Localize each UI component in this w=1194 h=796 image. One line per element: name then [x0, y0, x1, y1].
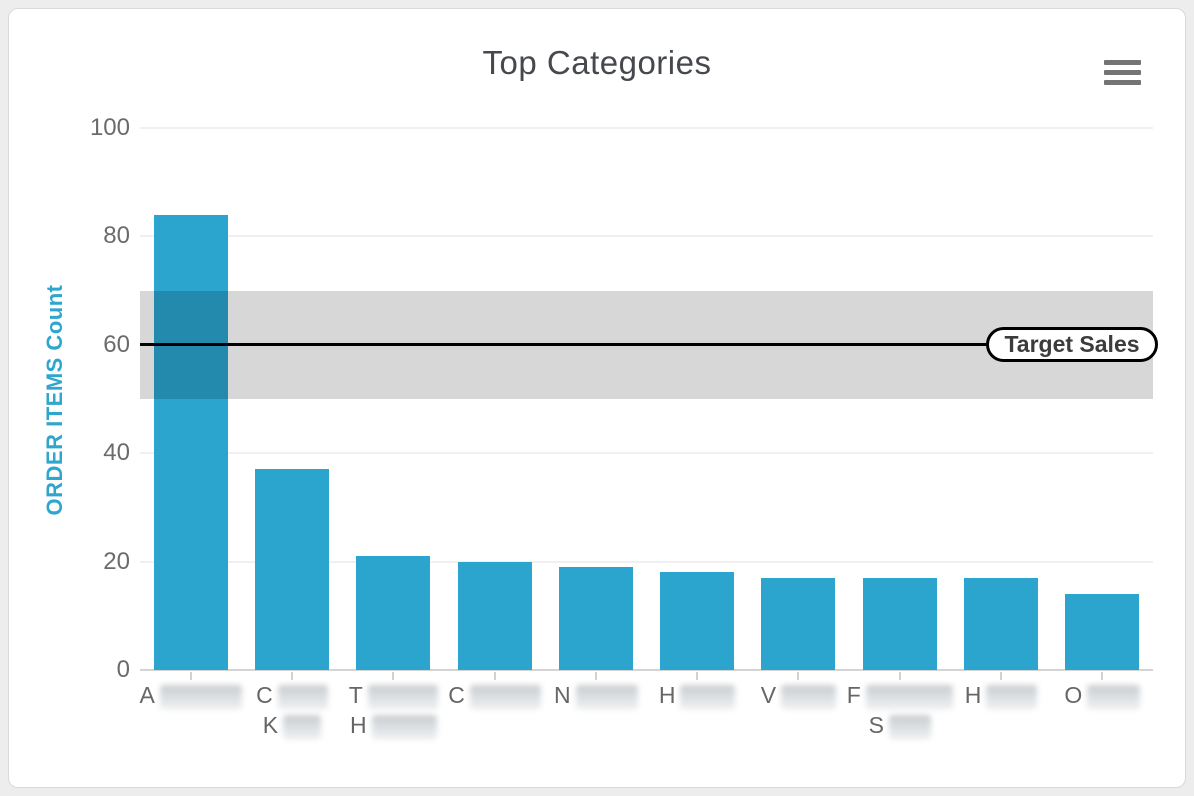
hamburger-icon [1104, 70, 1141, 75]
x-category-letter: C [448, 682, 465, 708]
bar[interactable] [558, 567, 633, 670]
x-tick [696, 672, 699, 680]
y-tick-label: 100 [89, 114, 130, 141]
x-category-letter: N [554, 682, 571, 708]
redacted-label-blur [781, 685, 837, 709]
x-axis-line [140, 669, 1153, 671]
redacted-label-blur [371, 715, 437, 739]
x-category-letter: T [348, 682, 363, 708]
target-sales-label: Target Sales [986, 327, 1158, 362]
redacted-label-blur [277, 685, 328, 709]
y-tick-label: 60 [103, 330, 130, 358]
redacted-label-blur [888, 715, 931, 739]
x-category-letter: K [262, 712, 279, 738]
x-tick [797, 672, 800, 680]
gridline [140, 235, 1153, 238]
bar[interactable] [356, 556, 431, 670]
x-category-letter: A [139, 682, 155, 708]
x-category-label: H [906, 682, 1096, 712]
x-category-label: N [501, 682, 691, 712]
chart-title: Top Categories [482, 44, 712, 81]
x-category-letter: H [964, 682, 982, 708]
bar[interactable] [1065, 594, 1140, 670]
x-category-label: O [1007, 682, 1194, 712]
redacted-label-blur [159, 685, 242, 709]
x-tick [493, 672, 496, 680]
hamburger-icon [1104, 80, 1141, 85]
y-tick-label: 80 [103, 222, 130, 250]
x-category-letter: H [349, 712, 367, 738]
x-category-letter: O [1064, 682, 1083, 708]
context-menu-button[interactable] [1104, 60, 1141, 87]
x-tick [290, 672, 293, 680]
x-tick [594, 672, 597, 680]
bar[interactable] [862, 578, 937, 670]
target-line [140, 342, 988, 346]
hamburger-icon [1104, 60, 1141, 65]
redacted-label-blur [469, 685, 541, 709]
bar[interactable] [153, 215, 228, 670]
gridline [140, 560, 1153, 563]
x-category-letter: C [256, 682, 273, 708]
x-tick [189, 672, 192, 680]
bar[interactable] [761, 578, 836, 670]
bar[interactable] [964, 578, 1039, 670]
bar[interactable] [660, 572, 735, 670]
x-tick [1101, 672, 1104, 680]
x-category-label: A [96, 682, 286, 712]
redacted-label-blur [283, 715, 322, 739]
x-category-label: C [400, 682, 590, 712]
x-category-letter: H [658, 682, 676, 708]
y-tick-label: 40 [103, 439, 130, 467]
x-category-label: H [602, 682, 792, 712]
gridline [140, 452, 1153, 455]
y-axis-title: ORDER ITEMS Count [42, 284, 67, 516]
x-tick [392, 672, 395, 680]
bar[interactable] [457, 562, 532, 670]
y-tick-label: 20 [103, 547, 130, 575]
bar[interactable] [254, 469, 329, 670]
redacted-label-blur [1087, 685, 1141, 709]
redacted-label-blur [865, 685, 953, 709]
redacted-label-blur [575, 685, 638, 709]
y-tick-label: 0 [116, 656, 130, 683]
x-tick [898, 672, 901, 680]
x-tick [1000, 672, 1003, 680]
x-category-label: V [703, 682, 893, 712]
x-category-letter: V [760, 682, 777, 708]
x-category-letter: F [846, 682, 861, 708]
redacted-label-blur [680, 685, 736, 709]
x-category-letter: S [868, 712, 884, 738]
redacted-label-blur [367, 685, 438, 709]
gridline [140, 127, 1153, 129]
redacted-label-blur [986, 685, 1038, 709]
